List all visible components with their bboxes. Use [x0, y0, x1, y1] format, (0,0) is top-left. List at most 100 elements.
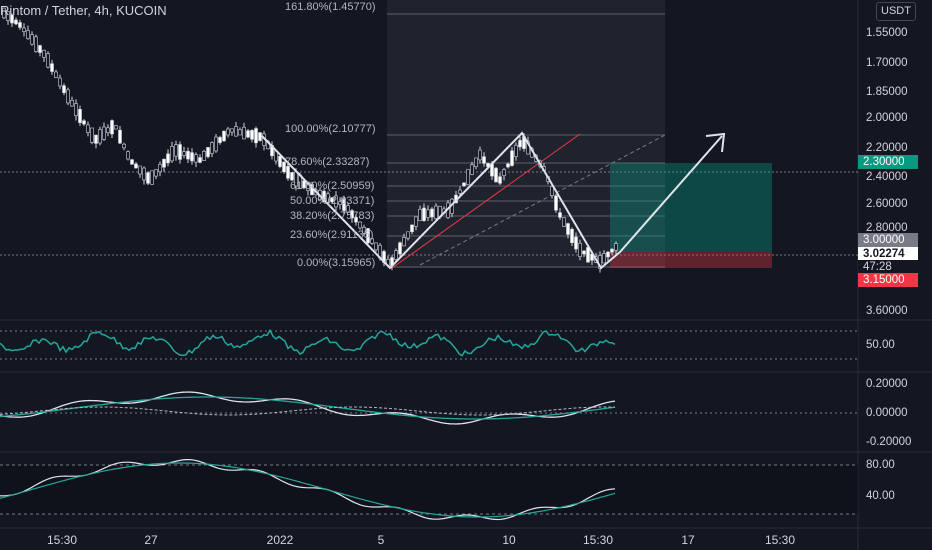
abcd-pattern[interactable]: [261, 131, 621, 270]
candle-body: [406, 231, 410, 239]
candle-body: [154, 169, 158, 177]
candle-body: [358, 221, 362, 229]
candle-body: [282, 161, 286, 173]
time-label: 5: [377, 533, 385, 547]
fib-label: 100.00%(2.10777): [285, 123, 376, 135]
candle-body: [230, 128, 234, 133]
candle-body: [494, 167, 498, 183]
candle-body: [2, 7, 6, 19]
candle-body: [470, 164, 474, 175]
trend-line-dashed[interactable]: [419, 134, 666, 266]
candle-body: [174, 144, 178, 157]
candle-body: [342, 198, 346, 211]
price-label: 2.00000: [866, 112, 908, 124]
candle-body: [202, 151, 206, 161]
candle-body: [514, 144, 518, 157]
candle-body: [106, 127, 110, 133]
candle-body: [206, 147, 210, 157]
candle-body: [250, 130, 254, 140]
price-label: 2.80000: [866, 222, 908, 234]
candle-body: [110, 120, 114, 135]
candle-body: [94, 134, 98, 144]
candle-body: [474, 157, 478, 167]
candle-body: [614, 243, 618, 251]
candle-body: [478, 149, 482, 161]
candle-body: [578, 242, 582, 258]
macd-histogram-line: [0, 406, 615, 416]
candle-body: [6, 11, 10, 21]
candle-body: [610, 248, 614, 253]
candle-body: [50, 63, 54, 72]
candle-body: [238, 129, 242, 136]
candle-body: [58, 77, 62, 87]
candle-body: [126, 151, 130, 160]
candle-body: [374, 242, 378, 251]
price-label: 2.40000: [866, 171, 908, 183]
candle-body: [62, 85, 66, 93]
trend-line-red[interactable]: [391, 133, 581, 269]
candle-body: [398, 242, 402, 255]
candle-body: [330, 197, 334, 203]
macd-axis-label: 0.20000: [866, 378, 908, 390]
time-label: 15:30: [582, 533, 614, 547]
candle-body: [574, 236, 578, 250]
macd-line: [0, 391, 616, 425]
candle-body: [14, 19, 18, 25]
candle-body: [322, 190, 326, 203]
candle-body: [426, 209, 430, 218]
candle-body: [26, 30, 30, 40]
candle-body: [122, 143, 126, 149]
candle-body: [130, 159, 134, 165]
candle-body: [182, 151, 186, 156]
candle-body: [226, 128, 230, 136]
price-label: 1.85000: [866, 86, 908, 98]
candle-body: [42, 49, 46, 58]
target-zone[interactable]: [610, 163, 772, 252]
candle-body: [214, 136, 218, 152]
candle-body: [210, 142, 214, 154]
fib-label: 61.80%(2.50959): [290, 180, 375, 192]
candle-body: [246, 130, 250, 138]
time-label: 2022: [266, 533, 294, 547]
candle-body: [102, 126, 106, 140]
candle-body: [170, 145, 174, 162]
candle-body: [586, 247, 590, 263]
candle-body: [54, 71, 58, 78]
candle-body: [74, 103, 78, 116]
stoch-axis-label: 80.00: [866, 459, 895, 471]
target-price-tag: 2.30000: [858, 155, 918, 169]
candle-body: [414, 216, 418, 227]
candle-body: [146, 172, 150, 184]
candle-body: [394, 250, 398, 260]
currency-unit-button[interactable]: USDT: [876, 2, 916, 21]
macd-axis-label: -0.20000: [866, 436, 912, 448]
macd-signal-line: [0, 396, 616, 420]
candle-body: [46, 53, 50, 68]
candle-body: [370, 238, 374, 244]
candle-body: [462, 182, 466, 187]
candle-body: [418, 208, 422, 222]
candle-body: [78, 109, 82, 123]
candle-body: [222, 130, 226, 142]
candle-body: [354, 217, 358, 223]
projection-arrow[interactable]: [619, 135, 723, 253]
candle-body: [118, 129, 122, 144]
stop-zone[interactable]: [610, 252, 772, 268]
candle-body: [558, 212, 562, 218]
candle-body: [142, 167, 146, 181]
candle-body: [362, 226, 366, 234]
candle-body: [234, 126, 238, 137]
candle-body: [198, 157, 202, 163]
entry-price-tag: 3.00000: [858, 233, 918, 247]
candle-body: [186, 151, 190, 160]
candle-body: [30, 34, 34, 45]
candle-body: [66, 89, 70, 104]
fib-label: 0.00%(3.15965): [297, 257, 376, 269]
stoch-k-line: [0, 459, 616, 521]
candle-body: [138, 165, 142, 175]
fib-label: 38.20%(2.75783): [290, 210, 375, 222]
fib-label: 23.60%(2.91135): [290, 229, 374, 241]
candle-body: [178, 144, 182, 160]
candle-body: [554, 195, 558, 211]
